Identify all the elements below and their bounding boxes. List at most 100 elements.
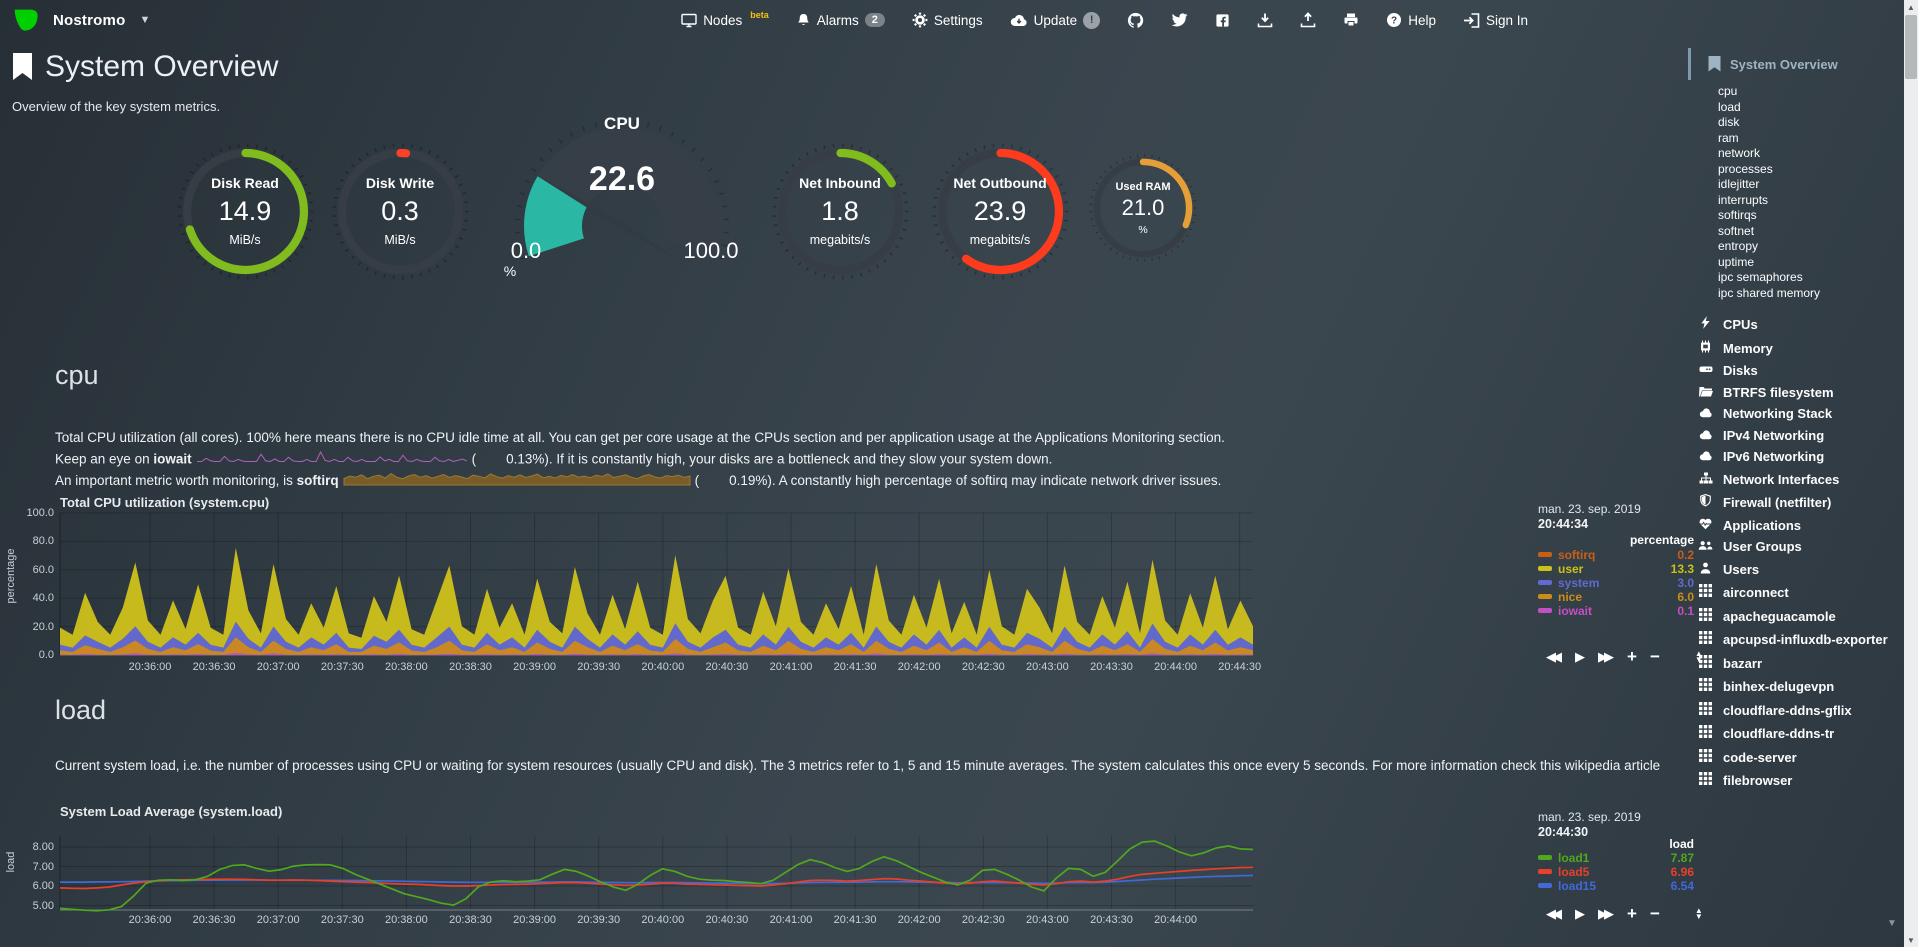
scroll-down-icon[interactable]: ▼: [1907, 935, 1915, 945]
sidebar-item-users[interactable]: Users: [1688, 562, 1900, 578]
legend-series-nice[interactable]: nice 6.0: [1538, 590, 1694, 604]
legend-swatch: [1538, 608, 1552, 613]
legend-series-system[interactable]: system 3.0: [1538, 576, 1694, 590]
update-button[interactable]: Update !: [1010, 11, 1101, 29]
sidebar-item-label: BTRFS filesystem: [1723, 384, 1834, 400]
sidebar-subitem-load[interactable]: load: [1718, 99, 1741, 114]
sidebar-item-cloudflare-ddns-tr[interactable]: cloudflare-ddns-tr: [1688, 725, 1900, 742]
node-switcher[interactable]: Nostromo ▼: [12, 6, 150, 35]
settings-button[interactable]: Settings: [912, 12, 983, 28]
sidebar-item-binhex-delugevpn[interactable]: binhex-delugevpn: [1688, 678, 1900, 695]
sidebar-subitem-ram[interactable]: ram: [1718, 130, 1739, 145]
load-chart[interactable]: System Load Average (system.load) load 8.0…: [0, 804, 1703, 947]
x-tick-label: 20:40:00: [641, 661, 685, 673]
sidebar-item-user-groups[interactable]: User Groups: [1688, 539, 1900, 555]
alarms-button[interactable]: Alarms 2: [796, 12, 885, 28]
legend-series-softirq[interactable]: softirq 0.2: [1538, 548, 1694, 562]
sidebar-item-label: bazarr: [1723, 655, 1763, 671]
twitter-button[interactable]: [1171, 12, 1188, 28]
sidebar-subitem-processes[interactable]: processes: [1718, 161, 1773, 176]
zoom-in-icon[interactable]: +: [1627, 647, 1637, 666]
sidebar-item-ipv4-networking[interactable]: IPv4 Networking: [1688, 428, 1900, 444]
pan-forward-icon[interactable]: ▶▶: [1598, 906, 1614, 921]
gauge-net-outbound[interactable]: Net Outbound 23.9 megabits/s: [932, 142, 1069, 280]
sidebar-item-label: Disks: [1723, 363, 1758, 378]
gauge-disk-read[interactable]: Disk Read 14.9 MiB/s: [177, 142, 314, 280]
sidebar-item-applications[interactable]: Applications: [1688, 518, 1900, 534]
legend-swatch: [1538, 594, 1552, 599]
cpu-chart[interactable]: Total CPU utilization (system.cpu) percen…: [0, 495, 1703, 685]
pan-back-icon[interactable]: ◀◀: [1546, 906, 1562, 921]
top-navigation: Nodes beta Alarms 2 Settings Update !: [681, 10, 1528, 29]
page-scrollbar[interactable]: ▲ ▼: [1904, 0, 1918, 947]
sidebar-item-bazarr[interactable]: bazarr: [1688, 654, 1900, 672]
play-icon[interactable]: ▶: [1575, 906, 1585, 921]
legend-series-name: load1: [1558, 851, 1590, 865]
signin-button[interactable]: Sign In: [1463, 13, 1528, 28]
legend-series-load5[interactable]: load5 6.96: [1538, 865, 1694, 879]
sidebar-subitem-cpu[interactable]: cpu: [1718, 84, 1738, 98]
sidebar-item-network-interfaces[interactable]: Network Interfaces: [1688, 472, 1900, 488]
sidebar-item-cloudflare-ddns-gflix[interactable]: cloudflare-ddns-gflix: [1688, 701, 1900, 719]
sidebar-subitem-disk[interactable]: disk: [1718, 115, 1740, 129]
legend-series-iowait[interactable]: iowait 0.1: [1538, 604, 1694, 618]
sidebar-item-firewall-netfilter-[interactable]: Firewall (netfilter): [1688, 493, 1900, 511]
sidebar-item-airconnect[interactable]: airconnect: [1688, 584, 1900, 601]
sidebar-item-memory[interactable]: Memory: [1688, 340, 1900, 357]
zoom-in-icon[interactable]: +: [1627, 904, 1637, 923]
sidebar-item-filebrowser[interactable]: filebrowser: [1688, 772, 1900, 789]
pan-forward-icon[interactable]: ▶▶: [1598, 649, 1614, 664]
zoom-out-icon[interactable]: −: [1649, 647, 1660, 666]
sidebar-subitem-softirqs[interactable]: softirqs: [1718, 208, 1757, 222]
cpu-gauge[interactable]: CPU 22.6 0.0 100.0%: [502, 114, 742, 286]
resize-handle-icon[interactable]: ▲ ▼: [1694, 905, 1703, 921]
x-tick-label: 20:41:00: [769, 914, 813, 926]
play-icon[interactable]: ▶: [1575, 649, 1585, 664]
legend-series-load15[interactable]: load15 6.54: [1538, 879, 1694, 893]
sidebar-item-label: IPv6 Networking: [1723, 449, 1825, 464]
sidebar-subitem-network[interactable]: network: [1718, 146, 1761, 160]
cloud-icon: [1697, 450, 1714, 465]
sidebar-subitem-idlejitter[interactable]: idlejitter: [1718, 177, 1760, 191]
import-button[interactable]: [1257, 12, 1273, 28]
sidebar-item-cpus[interactable]: CPUs: [1688, 316, 1900, 333]
scrollbar-thumb[interactable]: [1905, 15, 1917, 79]
legend-series-user[interactable]: user 13.3: [1538, 562, 1694, 576]
sidebar-scroll-down-icon[interactable]: ▼: [1887, 918, 1897, 929]
print-button[interactable]: [1343, 12, 1359, 28]
x-tick-label: 20:43:00: [1025, 914, 1069, 926]
cpu-description: Total CPU utilization (all cores). 100% …: [55, 428, 1675, 493]
gauge-net-inbound[interactable]: Net Inbound 1.8 megabits/s: [772, 142, 909, 280]
facebook-button[interactable]: [1215, 13, 1230, 28]
resize-handle-icon[interactable]: ▲ ▼: [1694, 648, 1703, 664]
section-heading-cpu: cpu: [55, 360, 99, 390]
gauge-used-ram[interactable]: Used RAM 21.0%: [1089, 154, 1197, 262]
pan-back-icon[interactable]: ◀◀: [1546, 649, 1562, 664]
github-button[interactable]: [1127, 12, 1144, 29]
sidebar-item-system-overview[interactable]: System Overview: [1688, 48, 1900, 80]
sidebar-item-disks[interactable]: Disks: [1688, 363, 1900, 379]
y-tick-label: 60.0: [32, 563, 54, 576]
sidebar-subitem-softnet[interactable]: softnet: [1718, 223, 1755, 238]
zoom-out-icon[interactable]: −: [1649, 904, 1660, 923]
sidebar-subitem-uptime[interactable]: uptime: [1718, 254, 1755, 269]
x-tick-label: 20:39:30: [577, 914, 621, 926]
scroll-up-icon[interactable]: ▲: [1907, 2, 1915, 12]
grid-icon: [1697, 584, 1714, 601]
help-button[interactable]: ? Help: [1386, 12, 1436, 28]
export-button[interactable]: [1300, 12, 1316, 28]
sidebar-item-code-server[interactable]: code-server: [1688, 748, 1900, 766]
sidebar-subitem-entropy[interactable]: entropy: [1718, 239, 1759, 253]
sidebar-subitem-interrupts[interactable]: interrupts: [1718, 192, 1769, 207]
sidebar-subitem-ipc-semaphores[interactable]: ipc semaphores: [1718, 270, 1803, 284]
sidebar-item-apcupsd-influxdb-exporter[interactable]: apcupsd-influxdb-exporter: [1688, 631, 1900, 648]
sidebar-item-btrfs-filesystem[interactable]: BTRFS filesystem: [1688, 384, 1900, 401]
sidebar-item-ipv6-networking[interactable]: IPv6 Networking: [1688, 449, 1900, 465]
sidebar-item-networking-stack[interactable]: Networking Stack: [1688, 406, 1900, 422]
sidebar-item-apacheguacamole[interactable]: apacheguacamole: [1688, 607, 1900, 625]
sitemap-icon: [1697, 472, 1714, 488]
gauge-disk-write[interactable]: Disk Write 0.3 MiB/s: [332, 142, 469, 280]
legend-series-load1[interactable]: load1 7.87: [1538, 851, 1694, 865]
nodes-button[interactable]: Nodes beta: [681, 10, 769, 28]
sidebar-subitem-ipc-shared-memory[interactable]: ipc shared memory: [1718, 285, 1821, 300]
